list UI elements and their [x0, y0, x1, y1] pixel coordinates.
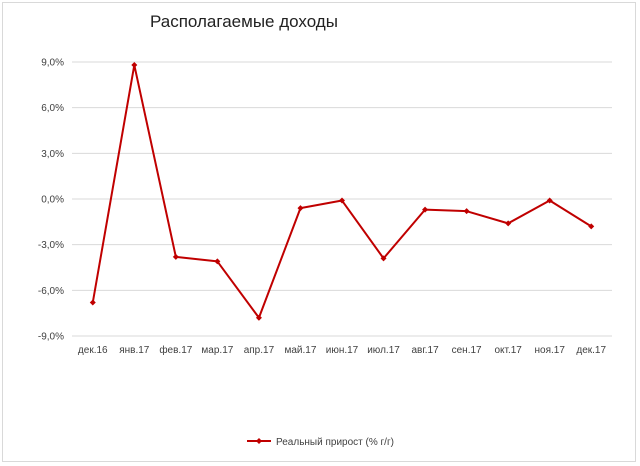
x-tick-label: апр.17 [244, 345, 275, 356]
data-point [255, 314, 262, 321]
x-tick-label: окт.17 [494, 345, 522, 356]
data-point [214, 258, 221, 265]
y-tick-label: -6,0% [38, 286, 64, 297]
y-tick-label: 3,0% [41, 149, 64, 160]
x-tick-label: мар.17 [201, 345, 233, 356]
data-point [131, 62, 138, 69]
y-axis-ticks: 9,0% 6,0% 3,0% 0,0% -3,0% -6,0% -9,0% [38, 58, 64, 343]
y-tick-label: 0,0% [41, 195, 64, 206]
series-line [91, 64, 592, 319]
series-layer [89, 62, 595, 321]
data-point [89, 299, 96, 306]
data-point [172, 253, 179, 260]
y-tick-label: -9,0% [38, 332, 64, 343]
grid-layer [72, 61, 612, 337]
legend: Реальный прирост (% г/г) [247, 437, 394, 448]
data-point [505, 220, 512, 227]
x-tick-label: дек.16 [78, 345, 108, 356]
data-point [297, 205, 304, 212]
x-tick-label: дек.17 [576, 345, 606, 356]
x-tick-label: июл.17 [367, 345, 400, 356]
y-tick-label: 6,0% [41, 103, 64, 114]
x-tick-label: янв.17 [119, 345, 150, 356]
x-tick-label: авг.17 [411, 345, 439, 356]
data-point [339, 197, 345, 204]
x-tick-label: май.17 [284, 345, 316, 356]
data-point [380, 255, 387, 262]
data-point [588, 223, 595, 230]
chart-frame [2, 2, 636, 462]
x-axis-ticks: дек.16 янв.17 фев.17 мар.17 апр.17 май.17 июн.… [78, 344, 607, 356]
x-tick-label: сен.17 [452, 345, 482, 356]
data-point [463, 208, 470, 215]
x-tick-label: фев.17 [159, 344, 192, 356]
data-point [422, 206, 429, 213]
y-tick-label: -3,0% [38, 240, 64, 251]
chart-title: Располагаемые доходы [150, 12, 338, 31]
x-tick-label: июн.17 [326, 345, 359, 356]
legend-marker [256, 438, 262, 444]
x-tick-label: ноя.17 [534, 345, 565, 356]
legend-label: Реальный прирост (% г/г) [276, 437, 394, 448]
y-tick-label: 9,0% [41, 58, 64, 69]
data-point [546, 197, 553, 204]
